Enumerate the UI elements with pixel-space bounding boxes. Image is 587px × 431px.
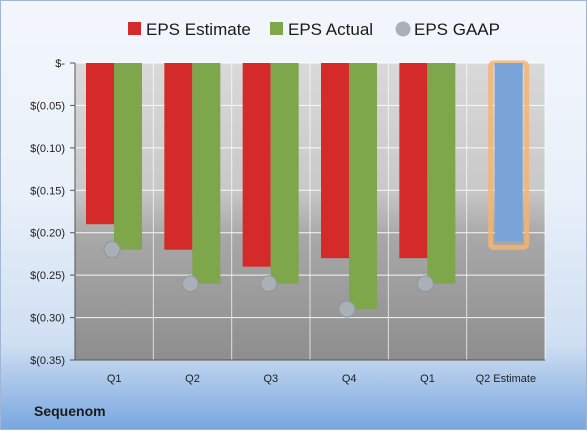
point-eps-gaap xyxy=(103,241,121,259)
bar-eps-actual xyxy=(192,63,221,284)
point-eps-gaap xyxy=(416,275,434,293)
legend-label: EPS Estimate xyxy=(146,20,251,39)
y-tick-label: $(0.35) xyxy=(30,355,65,367)
y-tick-label: $(0.25) xyxy=(30,270,65,282)
x-axis: Q1 Q2 Q3 Q4 Q1 Q2 Estimate xyxy=(75,359,545,385)
y-tick-label: $(0.15) xyxy=(30,185,65,197)
bar-eps-estimate xyxy=(164,63,193,250)
legend-label: EPS Actual xyxy=(288,20,373,39)
bar-eps-estimate xyxy=(86,63,114,225)
point-eps-gaap xyxy=(181,275,199,293)
y-tick-label: $- xyxy=(55,58,65,70)
point-eps-gaap xyxy=(338,300,356,318)
legend: EPS Estimate EPS Actual EPS GAAP xyxy=(128,20,500,39)
legend-swatch-gaap xyxy=(395,21,411,37)
y-tick-label: $(0.20) xyxy=(30,228,65,240)
point-eps-gaap xyxy=(260,275,278,293)
y-tick-label: $(0.30) xyxy=(30,313,65,325)
legend-label: EPS GAAP xyxy=(414,20,500,39)
x-tick-label: Q1 xyxy=(420,373,435,385)
bar-eps-actual xyxy=(270,63,299,284)
bar-q2-estimate xyxy=(494,63,523,242)
bar-eps-estimate xyxy=(242,63,271,267)
bar-eps-actual xyxy=(114,63,142,250)
y-tick-label: $(0.05) xyxy=(30,100,65,112)
y-axis: $- $(0.05) $(0.10) $(0.15) $(0.20) $(0.25) $(0… xyxy=(30,58,76,367)
bar-eps-estimate xyxy=(399,63,428,259)
x-tick-label: Q4 xyxy=(342,373,357,385)
legend-swatch-estimate xyxy=(128,22,141,35)
x-tick-label: Q2 Estimate xyxy=(476,373,537,385)
bar-eps-actual xyxy=(427,63,456,284)
x-tick-label: Q2 xyxy=(185,373,200,385)
company-name: Sequenom xyxy=(34,403,106,419)
bar-eps-estimate xyxy=(321,63,349,259)
x-tick-label: Q1 xyxy=(107,373,122,385)
x-tick-label: Q3 xyxy=(263,373,278,385)
legend-swatch-actual xyxy=(270,22,283,35)
bar-eps-actual xyxy=(349,63,377,310)
y-tick-label: $(0.10) xyxy=(30,143,65,155)
gaap-points xyxy=(103,241,434,318)
bars xyxy=(86,60,530,310)
